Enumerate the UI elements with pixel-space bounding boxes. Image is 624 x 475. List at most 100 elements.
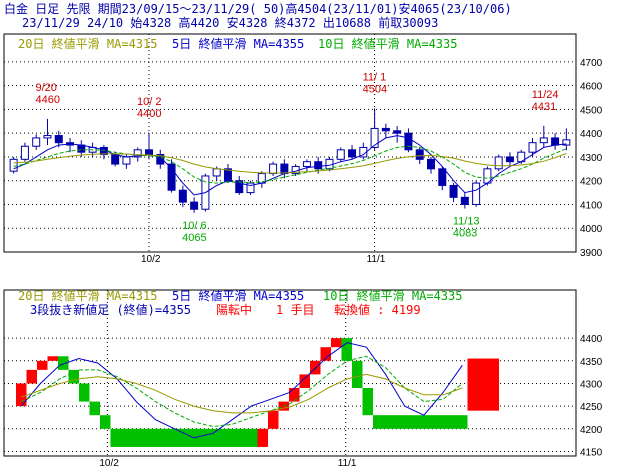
sanbon-brick [341, 338, 352, 361]
candle-body [77, 144, 86, 153]
top-y-tick-label: 4300 [580, 153, 603, 164]
candle-body [235, 180, 244, 194]
price-annotation-date: 10/ 6 [182, 220, 206, 232]
top-y-tick-label: 4000 [580, 224, 603, 235]
price-annotation-value: 4065 [182, 232, 206, 244]
candle-body [269, 163, 278, 175]
top-x-tick-label: 11/1 [367, 254, 386, 265]
sanbon-brick [320, 347, 331, 361]
price-annotation-value: 4460 [35, 94, 59, 106]
top-legend-ma20: 20日 終値平滑 MA=4315 [18, 37, 158, 51]
bottom-y-tick-label: 4300 [580, 379, 603, 390]
candle-body [438, 168, 447, 186]
bottom-ma-line [21, 355, 463, 428]
candle-body [133, 149, 142, 158]
price-annotation-date: 10/ 2 [137, 96, 161, 108]
sanbon-brick [362, 388, 373, 416]
sanbon-brick [268, 410, 279, 429]
top-y-tick-label: 4200 [580, 177, 603, 188]
bottom-legend-ma5: 5日 終値平滑 MA=4355 [172, 289, 305, 303]
candle-body [212, 168, 221, 177]
candle-body [111, 154, 120, 165]
header-line-1: 白金 日足 先限 期間23/09/15〜23/11/29( 50)高4504(2… [4, 2, 512, 16]
price-annotation-date: 9/20 [35, 82, 56, 94]
price-annotation-value: 4431 [532, 101, 556, 113]
sanbon-brick [257, 428, 268, 447]
bottom-y-tick-label: 4250 [580, 402, 603, 413]
bottom-legend-ma20: 20日 終値平滑 MA=4315 [18, 289, 158, 303]
candle-body [370, 127, 379, 148]
sanbon-brick [299, 374, 310, 388]
sanbon-brick [58, 356, 69, 370]
sanbon-turn-value: 転換値 : 4199 [334, 303, 421, 317]
sanbon-brick [47, 356, 58, 361]
candle-body [280, 163, 289, 175]
top-panel-frame [3, 33, 577, 253]
sanbon-brick [373, 415, 468, 429]
bottom-ma-line [21, 373, 463, 414]
top-y-tick-label: 4500 [580, 105, 603, 116]
bottom-y-tick-label: 4400 [580, 334, 603, 345]
sanbon-brick [467, 358, 499, 411]
candle-body [43, 135, 52, 139]
top-y-tick-label: 4100 [580, 200, 603, 211]
candle-body [190, 201, 199, 210]
candle-body [9, 158, 18, 172]
candle-body [122, 156, 131, 165]
top-ma-line [13, 145, 567, 184]
candle-body [415, 149, 424, 160]
sanbon-brick [89, 401, 100, 416]
candle-body [145, 149, 153, 156]
sanbon-state: 陽転中 [216, 303, 253, 317]
bottom-y-tick-label: 4200 [580, 425, 603, 436]
candle-body [404, 132, 413, 151]
price-annotation-date: 11/24 [532, 89, 559, 101]
candle-body [393, 130, 402, 134]
sanbon-brick [26, 369, 37, 384]
price-annotation-value: 4504 [363, 83, 387, 95]
sanbon-brick [37, 360, 48, 370]
candle-body [505, 156, 514, 163]
price-annotation-date: 11/ 1 [363, 71, 387, 83]
top-ma-line [13, 152, 567, 174]
candle-body [494, 156, 503, 170]
top-y-tick-label: 3900 [580, 248, 603, 259]
top-legend-ma10: 10日 終値平滑 MA=4335 [318, 37, 458, 51]
price-annotation-value: 4400 [137, 108, 161, 120]
sanbon-brick [100, 415, 111, 429]
bottom-x-tick-label: 11/1 [338, 458, 357, 469]
top-y-tick-label: 4600 [580, 82, 603, 93]
bottom-y-tick-label: 4350 [580, 357, 603, 368]
candle-body [472, 182, 481, 205]
candle-body [156, 154, 165, 165]
sanbon-brick [16, 383, 27, 407]
candle-body [460, 196, 469, 205]
candle-body [348, 149, 357, 158]
candle-body [314, 161, 323, 170]
candle-body [539, 137, 548, 144]
candle-body [32, 137, 41, 147]
bottom-legend-ma10: 10日 終値平滑 MA=4335 [323, 289, 463, 303]
candle-body [528, 142, 537, 153]
candle-body [178, 189, 187, 203]
top-y-tick-label: 4400 [580, 129, 603, 140]
sanbon-brick [352, 360, 363, 388]
sanbon-step: 1 手目 [276, 303, 315, 317]
sanbon-brick [289, 388, 300, 402]
price-annotation-value: 4083 [453, 228, 477, 240]
top-legend-ma5: 5日 終値平滑 MA=4355 [172, 37, 305, 51]
candle-body [381, 127, 390, 132]
sanbon-label: 3段抜き新値足 (終値)=4355 [30, 303, 192, 317]
bottom-x-tick-label: 10/2 [99, 458, 119, 469]
candle-body [54, 135, 63, 144]
sanbon-brick [331, 338, 342, 348]
sanbon-brick [110, 428, 258, 447]
candle-body [551, 137, 560, 146]
sanbon-brick [68, 369, 79, 384]
candle-body [427, 158, 435, 170]
header-line-2: 23/11/29 24/10 始4328 高4420 安4328 終4372 出… [22, 16, 439, 30]
candle-body [562, 139, 571, 146]
top-y-tick-label: 4700 [580, 58, 603, 69]
sanbon-brick [310, 360, 321, 375]
